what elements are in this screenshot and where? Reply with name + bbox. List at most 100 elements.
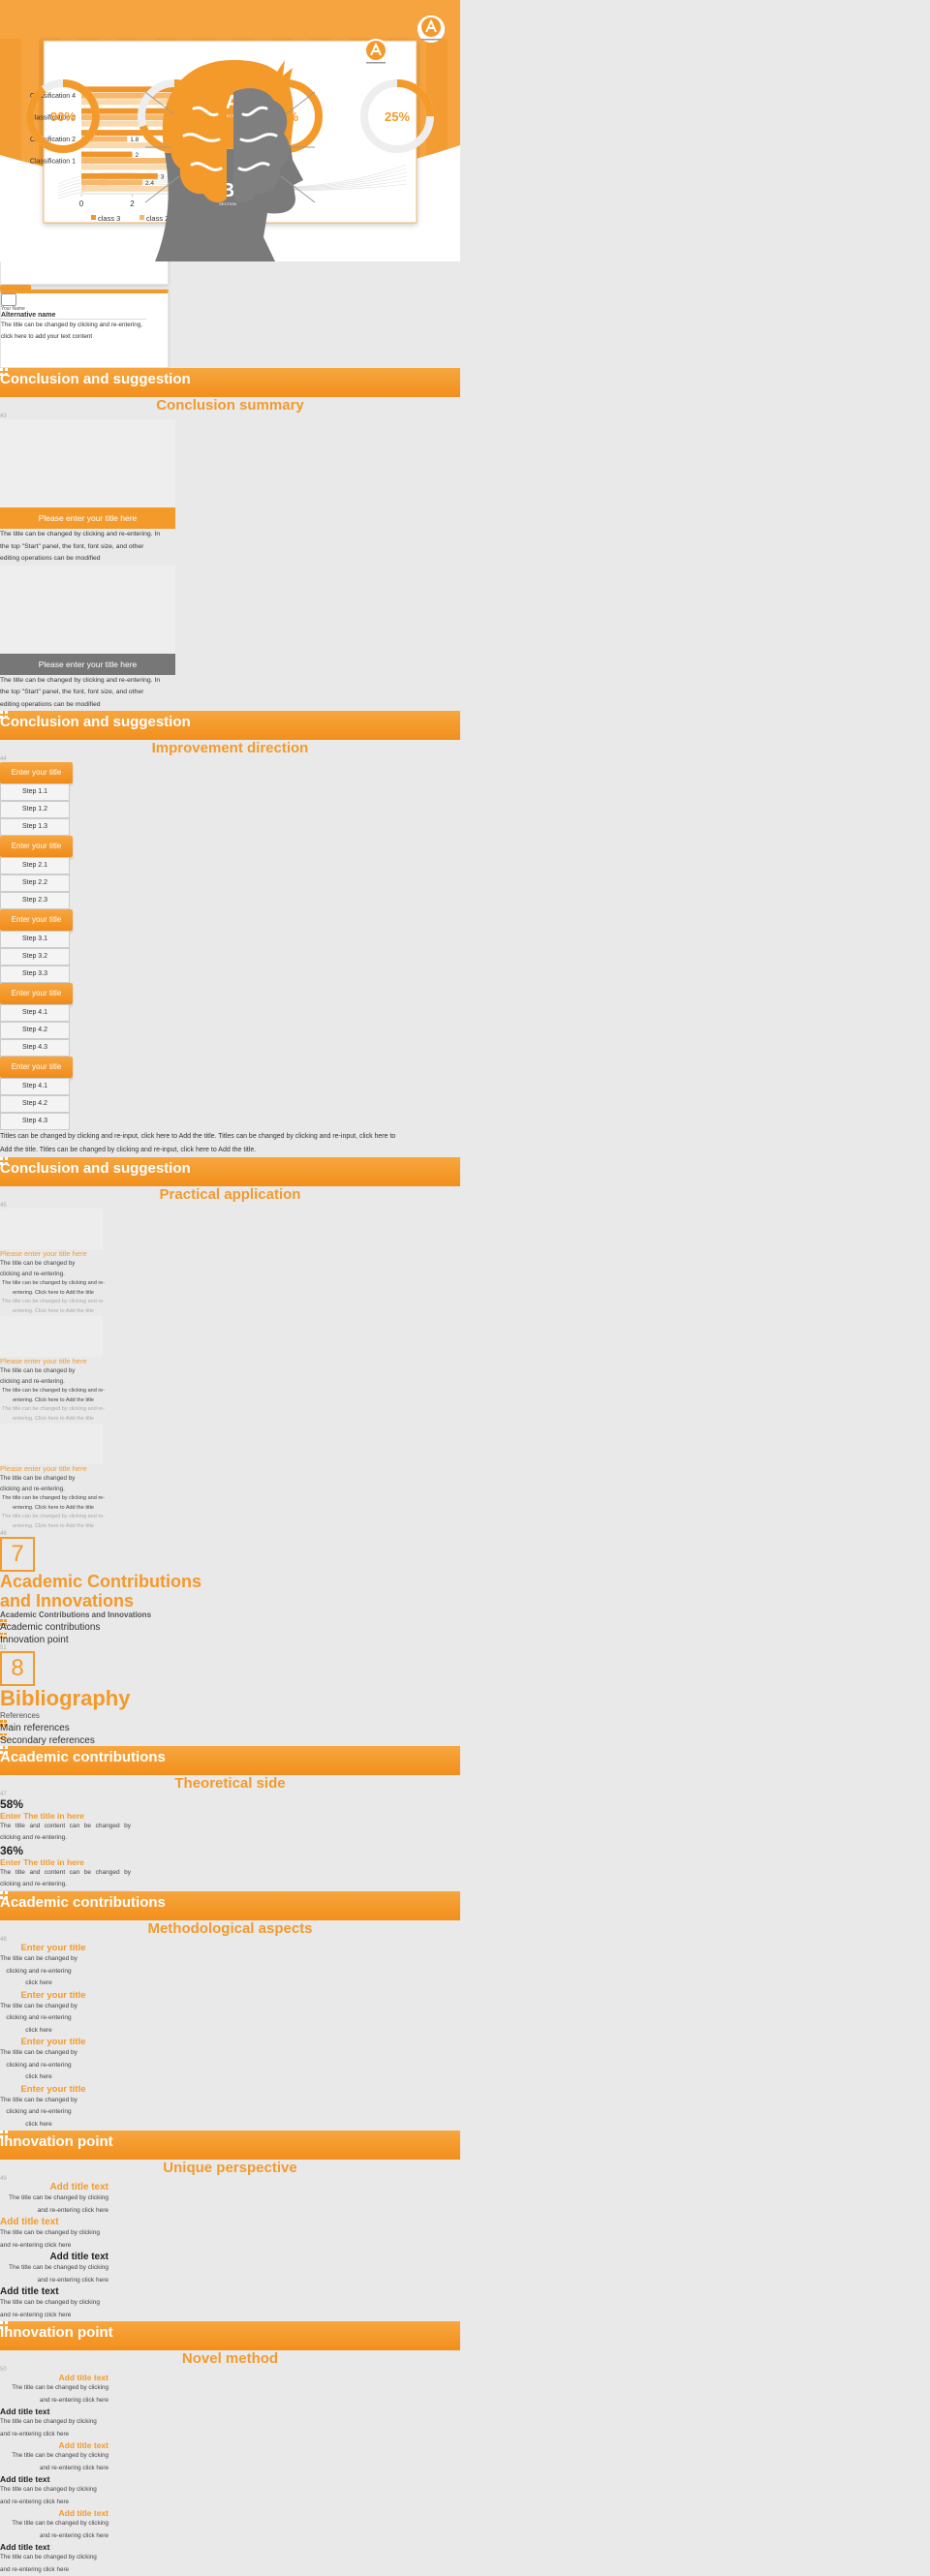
brain-left xyxy=(170,88,227,203)
page-number: 45 xyxy=(0,1203,7,1209)
section-number: 7 xyxy=(0,1537,35,1572)
item-text: The title can be changed by clicking and… xyxy=(0,2299,100,2318)
box xyxy=(0,1424,103,1464)
header-title: Innovation point xyxy=(0,2324,113,2341)
page-number: 43 xyxy=(0,414,7,419)
bar xyxy=(81,136,128,142)
column-title: Enter your title xyxy=(0,836,73,857)
header-icon xyxy=(0,368,3,371)
item-text: The title can be changed by clicking and… xyxy=(12,2384,108,2404)
slide: Conclusion and suggestion Conclusion summ… xyxy=(0,15,930,711)
connector xyxy=(144,175,180,203)
section-title: Academic Contributions and Innovations xyxy=(0,1572,202,1610)
item-title: Add title text xyxy=(58,2440,108,2450)
section-item: Main references xyxy=(0,1722,70,1733)
slide: Conclusion and suggestion Improvement dir… xyxy=(0,15,930,1157)
box-body xyxy=(0,565,175,654)
slide: 51 8 Bibliography References Main references… xyxy=(0,0,930,1746)
ring-label: 25% xyxy=(385,109,410,124)
bar xyxy=(81,107,183,114)
step: Step 1.1 xyxy=(0,783,70,801)
step: Step 3.2 xyxy=(0,948,70,966)
column-title: Enter your title xyxy=(0,1057,73,1078)
card-rule xyxy=(1,319,146,320)
box xyxy=(0,1316,103,1357)
box-text: The title can be changed by clicking and… xyxy=(0,676,161,708)
bg-stripe xyxy=(0,39,21,174)
header-title: Conclusion and suggestion xyxy=(0,1160,191,1177)
card-tab xyxy=(0,285,31,290)
slide: 90%70%50%25%Academic contributionsMethod… xyxy=(0,15,930,2131)
item-text: The title can be changed by clicking and… xyxy=(0,2418,97,2438)
section-subtitle: References xyxy=(0,1711,40,1720)
bar xyxy=(81,164,222,170)
header-icon xyxy=(0,1157,3,1160)
image-icon xyxy=(1,293,16,306)
box-text: The title can be changed by clicking and… xyxy=(0,531,161,562)
header-bar: Innovation point xyxy=(0,2321,460,2350)
brain-fold xyxy=(237,162,270,171)
box-text: The title can be changed by clicking and… xyxy=(0,1475,76,1492)
page-number: 51 xyxy=(0,1645,7,1651)
step: Step 2.2 xyxy=(0,874,70,892)
box-title: Please enter your title here xyxy=(0,507,175,529)
brain-right xyxy=(233,88,290,203)
brain-fold xyxy=(239,133,278,142)
page-number: 48 xyxy=(0,1937,7,1943)
slide-title: Conclusion summary xyxy=(156,397,304,414)
faded-note: The title can be changed by clicking and… xyxy=(1,1299,106,1314)
step: Step 4.1 xyxy=(0,1078,70,1095)
header-title: Academic contributions xyxy=(0,1894,166,1911)
stat-title: Enter The title in here xyxy=(0,1857,84,1867)
section-subtitle: Academic Contributions and Innovations xyxy=(0,1610,152,1619)
slide-title: Theoretical side xyxy=(174,1775,286,1792)
header-title: Innovation point xyxy=(0,2133,113,2150)
step: Step 4.1 xyxy=(0,1004,70,1022)
box xyxy=(0,1209,103,1249)
bar xyxy=(81,120,183,127)
stat-value: 58% xyxy=(0,1797,24,1811)
section-number: 8 xyxy=(0,1651,35,1686)
item-title: Add title text xyxy=(0,2407,50,2416)
value-label: 2 xyxy=(136,152,140,159)
category-label: Classification 1 xyxy=(30,158,76,165)
ring-title: Enter your title xyxy=(20,2037,86,2047)
item-title: Add title text xyxy=(49,2252,108,2262)
stat-title: Enter The title in here xyxy=(0,1811,84,1821)
header-bar: Conclusion and suggestion xyxy=(0,368,460,397)
header-bar: Academic contributions xyxy=(0,1891,460,1920)
ring-text: The title can be changed by clicking and… xyxy=(0,2049,78,2080)
item-title: Add title text xyxy=(58,2508,108,2518)
page-number: 49 xyxy=(0,2176,7,2182)
faded-note: The title can be changed by clicking and… xyxy=(1,1406,106,1422)
item-title: Add title text xyxy=(0,2474,50,2484)
header-title: Academic contributions xyxy=(0,1749,166,1765)
page-number: 50 xyxy=(0,2367,7,2373)
faded-note: The title can be changed by clicking and… xyxy=(1,1495,106,1511)
step: Step 2.1 xyxy=(0,857,70,874)
ring-title: Enter your title xyxy=(20,1989,86,2001)
stat-value: 36% xyxy=(0,1844,24,1857)
page-number: 46 xyxy=(0,1531,7,1537)
step: Step 2.3 xyxy=(0,892,70,909)
ring-title: Enter your title xyxy=(20,1943,86,1953)
section-item: Innovation point xyxy=(0,1635,69,1645)
category-label: Classification 3 xyxy=(30,115,76,122)
section-item: Academic contributions xyxy=(0,1621,101,1633)
item-title: Add title text xyxy=(49,2182,108,2193)
x-tick-label: 0 xyxy=(79,199,84,208)
slide: A SECTION B SECTION Innovation point Unique p… xyxy=(0,15,930,2321)
x-tick-label: 2 xyxy=(130,199,135,208)
connector xyxy=(280,175,316,203)
bg-stripe xyxy=(426,39,448,174)
item-text: The title can be changed by clicking and… xyxy=(12,2520,108,2539)
brain-fold xyxy=(182,133,221,142)
box-title: Please enter your title here xyxy=(0,1357,87,1365)
value-label: 1.8 xyxy=(130,137,139,143)
connector xyxy=(144,91,180,119)
header-bar: Academic contributions xyxy=(0,1746,460,1775)
legend-swatch xyxy=(91,215,96,220)
category-label: Classification 2 xyxy=(30,137,76,143)
step: Step 4.3 xyxy=(0,1039,70,1057)
